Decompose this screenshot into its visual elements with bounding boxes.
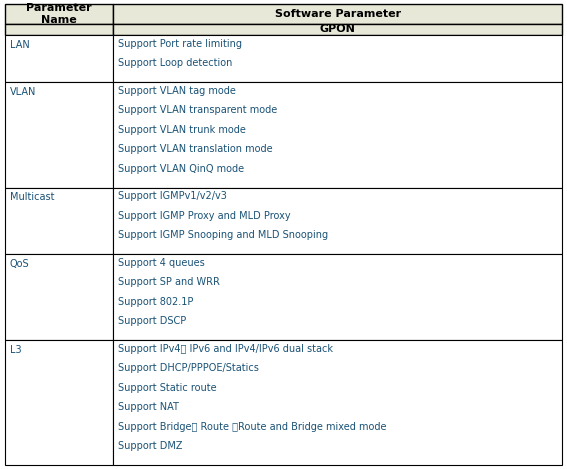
- Text: Support VLAN transparent mode: Support VLAN transparent mode: [119, 105, 278, 115]
- Text: Support 802.1P: Support 802.1P: [119, 297, 194, 307]
- Text: Support DHCP/PPPOE/Statics: Support DHCP/PPPOE/Statics: [119, 363, 259, 373]
- Text: QoS: QoS: [10, 259, 29, 269]
- Bar: [113, 254, 562, 340]
- Bar: [5, 24, 113, 35]
- Text: Support NAT: Support NAT: [119, 402, 179, 412]
- Text: Support DSCP: Support DSCP: [119, 316, 187, 326]
- Text: Support Bridge， Route ，Route and Bridge mixed mode: Support Bridge， Route ，Route and Bridge …: [119, 422, 387, 432]
- Text: Support VLAN translation mode: Support VLAN translation mode: [119, 144, 273, 154]
- Bar: [113, 35, 562, 82]
- Text: Support Static route: Support Static route: [119, 383, 217, 393]
- Text: Support VLAN trunk mode: Support VLAN trunk mode: [119, 125, 246, 135]
- Text: GPON: GPON: [320, 24, 356, 34]
- Bar: [113, 82, 562, 188]
- Text: L3: L3: [10, 345, 21, 355]
- Bar: [5, 340, 113, 465]
- Text: Support SP and WRR: Support SP and WRR: [119, 277, 220, 287]
- Text: Support Loop detection: Support Loop detection: [119, 58, 232, 68]
- Text: Parameter
Name: Parameter Name: [26, 3, 92, 25]
- Text: Support DMZ: Support DMZ: [119, 441, 183, 451]
- Bar: [5, 188, 113, 254]
- Bar: [113, 4, 562, 24]
- Text: Support IGMPv1/v2/v3: Support IGMPv1/v2/v3: [119, 191, 227, 201]
- Text: VLAN: VLAN: [10, 87, 36, 97]
- Text: LAN: LAN: [10, 40, 29, 50]
- Bar: [5, 4, 113, 24]
- Text: Support 4 queues: Support 4 queues: [119, 258, 205, 268]
- Bar: [113, 24, 562, 35]
- Bar: [113, 188, 562, 254]
- Text: Support IGMP Snooping and MLD Snooping: Support IGMP Snooping and MLD Snooping: [119, 230, 328, 240]
- Bar: [113, 340, 562, 465]
- Bar: [5, 35, 113, 82]
- Bar: [5, 82, 113, 188]
- Text: Support IGMP Proxy and MLD Proxy: Support IGMP Proxy and MLD Proxy: [119, 211, 291, 221]
- Text: Software Parameter: Software Parameter: [275, 9, 401, 19]
- Text: Support Port rate limiting: Support Port rate limiting: [119, 38, 242, 49]
- Text: Multicast: Multicast: [10, 192, 54, 202]
- Text: Support IPv4、 IPv6 and IPv4/IPv6 dual stack: Support IPv4、 IPv6 and IPv4/IPv6 dual st…: [119, 344, 333, 354]
- Bar: [5, 254, 113, 340]
- Text: Support VLAN tag mode: Support VLAN tag mode: [119, 86, 236, 96]
- Text: Support VLAN QinQ mode: Support VLAN QinQ mode: [119, 164, 244, 174]
